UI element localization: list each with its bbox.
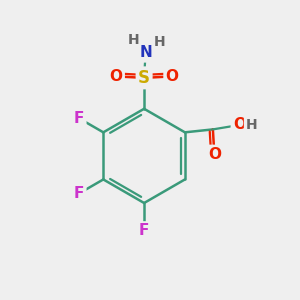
- Text: N: N: [139, 45, 152, 60]
- Text: F: F: [74, 111, 84, 126]
- Text: F: F: [139, 224, 149, 238]
- Text: S: S: [138, 69, 150, 87]
- Text: O: O: [166, 69, 178, 84]
- Text: O: O: [233, 118, 246, 133]
- Text: H: H: [154, 34, 166, 49]
- Text: O: O: [208, 147, 221, 162]
- Text: O: O: [110, 69, 123, 84]
- Text: H: H: [246, 118, 258, 132]
- Text: F: F: [74, 186, 84, 201]
- Text: H: H: [128, 33, 139, 46]
